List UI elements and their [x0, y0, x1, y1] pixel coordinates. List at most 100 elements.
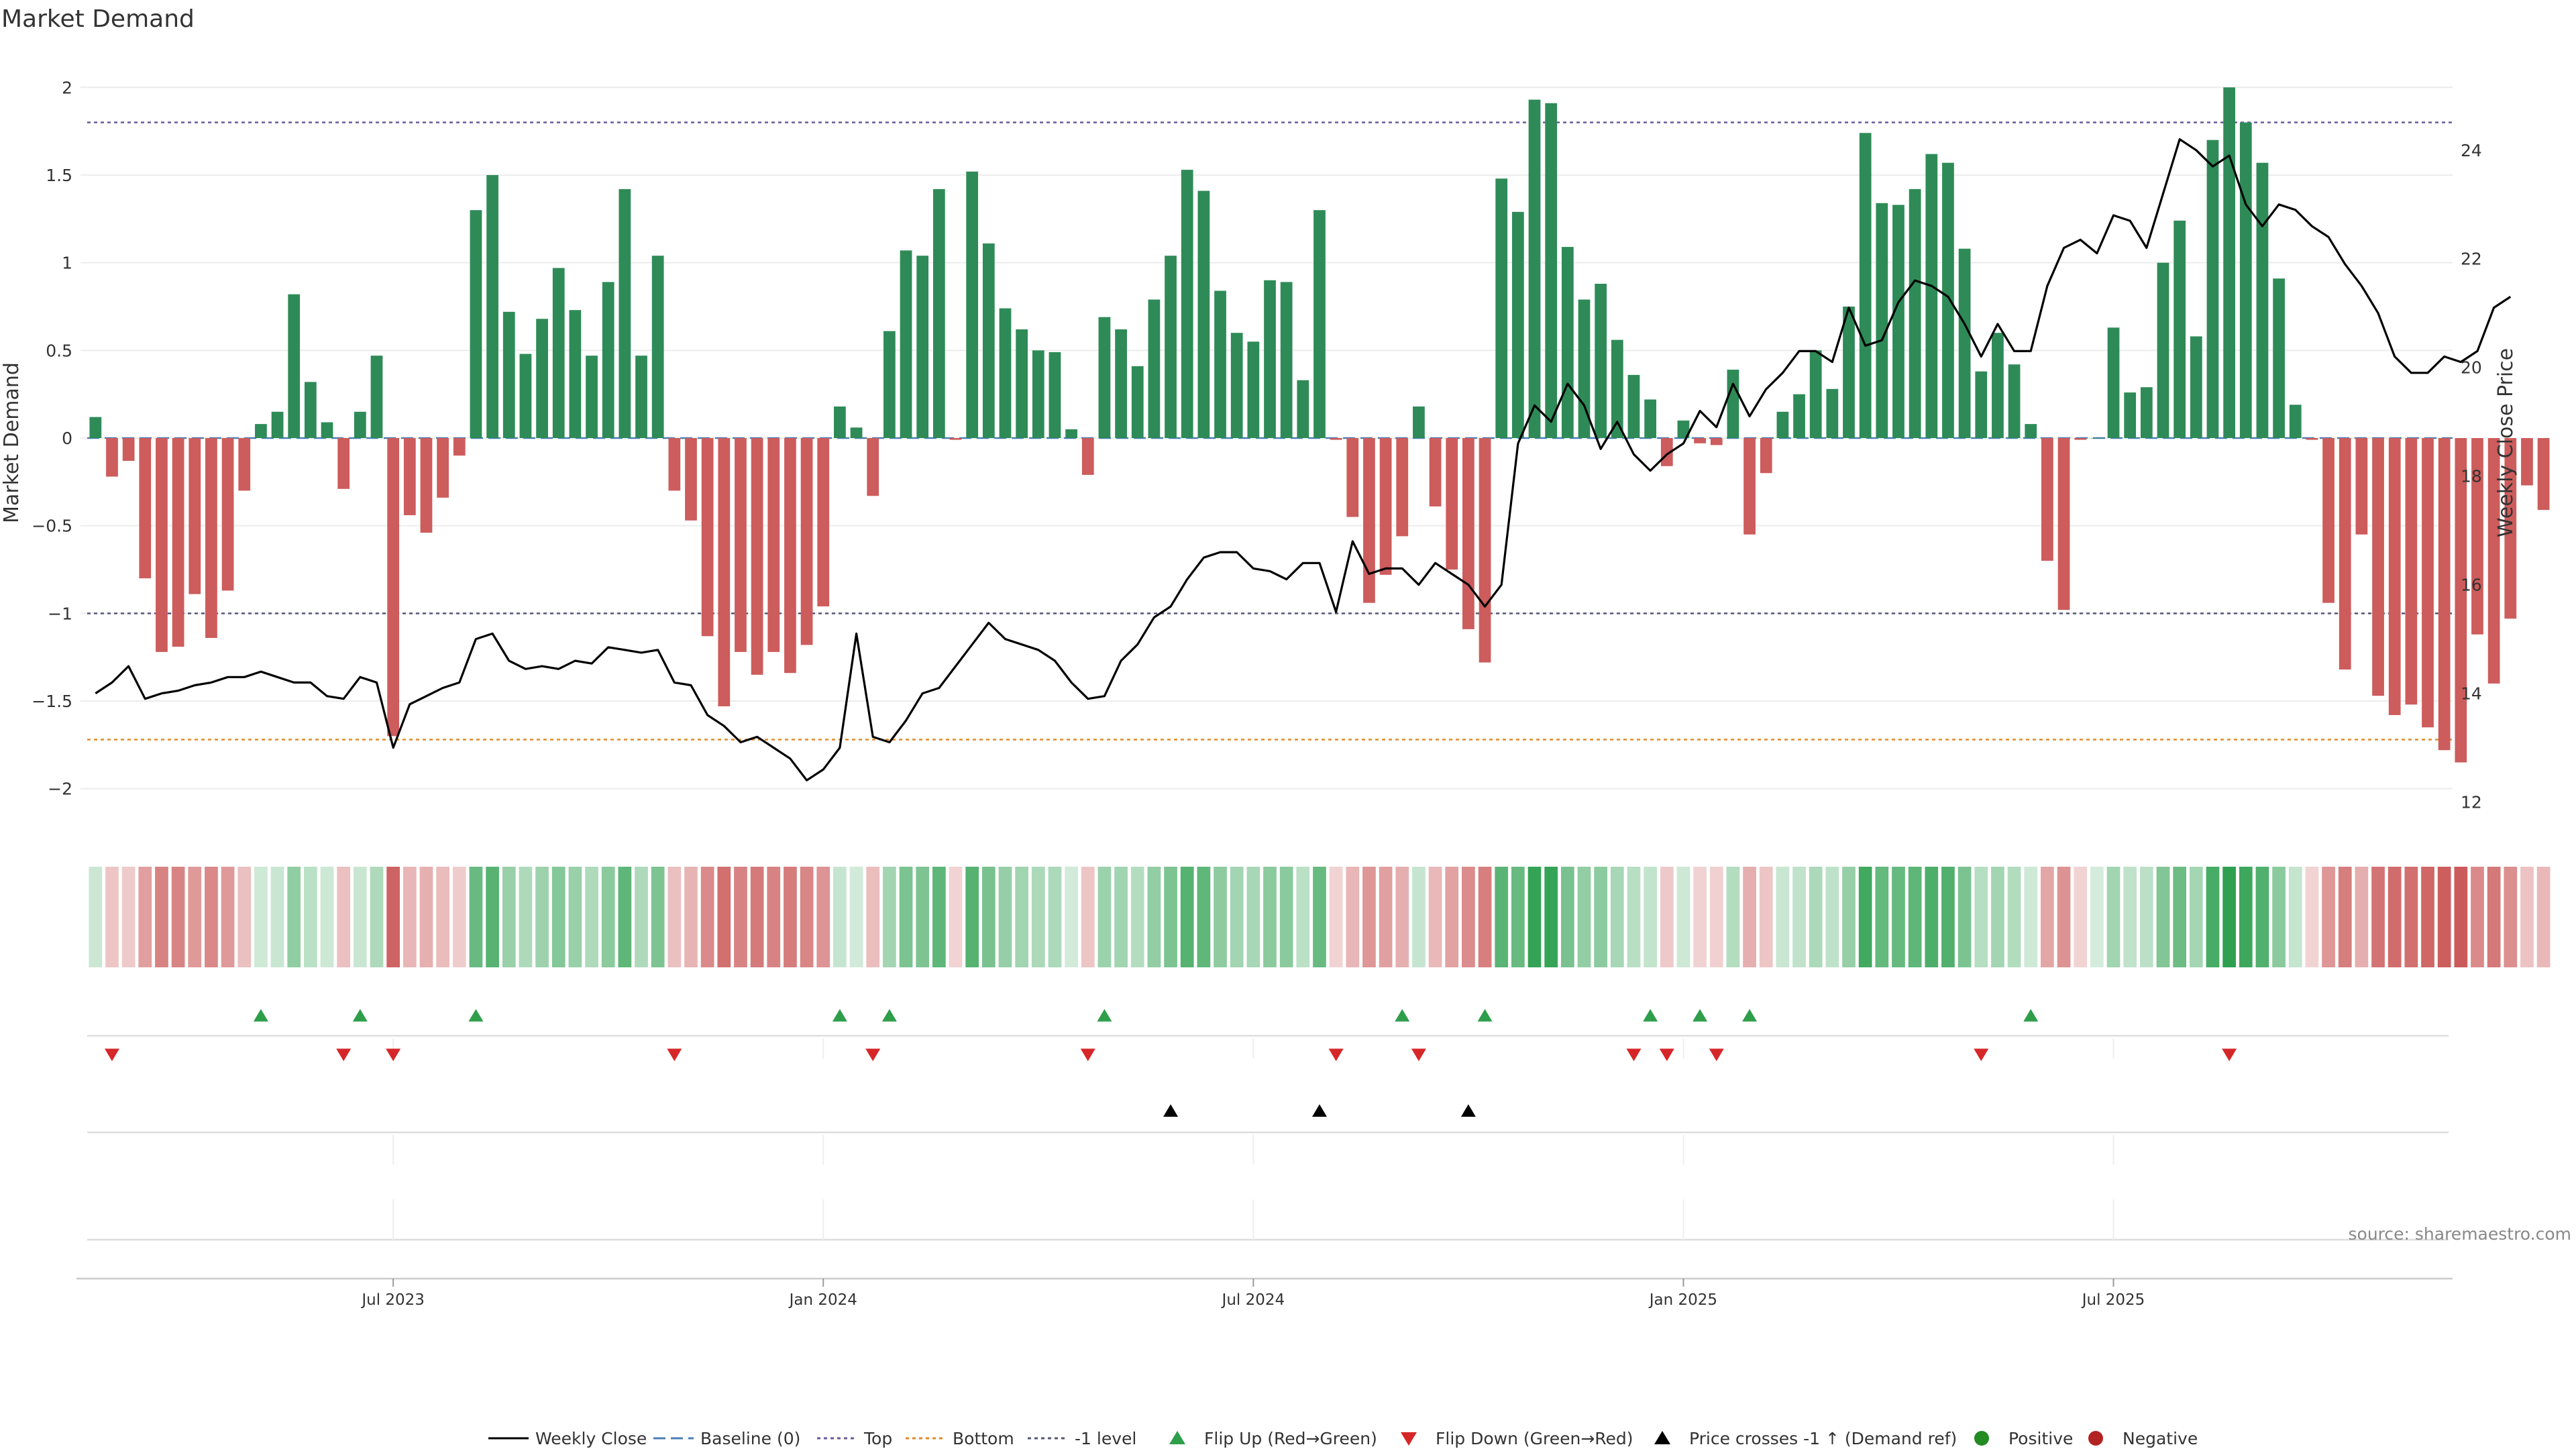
demand-bar: [867, 438, 879, 496]
demand-bar: [2074, 438, 2087, 440]
demand-bar: [2504, 438, 2517, 619]
demand-bar: [2124, 392, 2137, 438]
flip-up-marker: [1643, 1009, 1658, 1022]
heat-cell: [932, 867, 946, 967]
demand-bar: [437, 438, 449, 498]
heat-cell: [2139, 867, 2153, 967]
heat-cell: [1627, 867, 1641, 967]
demand-bar: [1826, 388, 1839, 438]
demand-bar: [1065, 429, 1077, 438]
demand-bar: [2355, 438, 2368, 535]
demand-bar: [1975, 371, 1988, 438]
demand-bar: [1032, 350, 1044, 438]
demand-bar: [172, 438, 184, 647]
demand-bar: [685, 438, 697, 521]
left-axis-label: Market Demand: [0, 362, 23, 523]
demand-bar: [1958, 248, 1971, 438]
demand-bar: [800, 438, 813, 645]
heat-cell: [981, 867, 996, 967]
heat-cell: [1776, 867, 1790, 967]
demand-bar: [619, 189, 631, 438]
demand-bar: [370, 356, 383, 438]
demand-bar: [982, 243, 995, 438]
demand-bar: [1760, 438, 1772, 474]
demand-bar: [1346, 438, 1359, 517]
heat-cell: [667, 867, 682, 967]
heat-cell: [1230, 867, 1244, 967]
y-tick-label: −0.5: [32, 517, 72, 536]
heat-cell: [370, 867, 384, 967]
heat-cell: [1081, 867, 1095, 967]
demand-bar: [1214, 290, 1226, 438]
heat-cell: [1031, 867, 1045, 967]
demand-bar: [1727, 370, 1739, 438]
heat-cell: [2487, 867, 2501, 967]
flip-down-marker: [1328, 1049, 1344, 1061]
flip-down-marker: [104, 1049, 119, 1061]
demand-bar: [1809, 350, 1822, 438]
demand-bar: [701, 438, 714, 637]
heat-cell: [2421, 867, 2434, 967]
heat-cell: [1825, 867, 1839, 967]
right-axis-ticks: 12 14 16 18 20 22 24: [2461, 141, 2482, 812]
heat-cell: [2106, 867, 2121, 967]
heat-cell: [734, 867, 747, 967]
demand-bar: [304, 382, 317, 438]
heat-cell: [1445, 867, 1459, 967]
heat-cell: [618, 867, 632, 967]
demand-bar: [2372, 438, 2384, 696]
heat-cell: [2024, 867, 2038, 967]
demand-bar: [1511, 211, 1524, 438]
heat-cell: [1809, 867, 1823, 967]
legend-label: Negative: [2123, 1429, 2198, 1448]
demand-bar: [2025, 424, 2037, 438]
heat-cell: [320, 867, 334, 967]
demand-bar: [1876, 203, 1888, 438]
demand-bar: [1165, 256, 1177, 438]
demand-bar: [635, 356, 647, 438]
demand-bar: [668, 438, 681, 491]
legend-item-top: Top: [817, 1429, 892, 1448]
legend-label: Bottom: [953, 1429, 1014, 1448]
heat-cell: [1329, 867, 1343, 967]
demand-bar: [2322, 438, 2334, 603]
heat-cell: [568, 867, 582, 967]
signal-panels: [76, 1034, 2453, 1280]
heat-cell: [171, 867, 185, 967]
y2-tick-label: 24: [2461, 141, 2482, 160]
legend-item-price_cross: Price crosses -1 ↑ (Demand ref): [1654, 1429, 1957, 1448]
heat-cell: [469, 867, 483, 967]
demand-bar: [1677, 420, 1690, 438]
heat-cell: [1544, 867, 1558, 967]
demand-bar: [751, 438, 763, 675]
heat-cell: [188, 867, 202, 967]
legend-label: Top: [863, 1429, 892, 1448]
demand-bar: [1545, 103, 1558, 438]
demand-bar: [767, 438, 780, 652]
demand-bar: [1793, 394, 1805, 438]
y-tick-label: 2: [62, 78, 72, 97]
heat-cell: [2437, 867, 2451, 967]
heat-cell: [2288, 867, 2302, 967]
demand-bar: [817, 438, 830, 606]
flip-down-marker: [1411, 1049, 1426, 1061]
demand-bar: [1148, 299, 1161, 438]
heat-cell: [1346, 867, 1360, 967]
demand-bar: [1098, 317, 1111, 438]
demand-bar: [420, 438, 433, 533]
demand-bar: [1330, 438, 1342, 440]
demand-bar: [2090, 438, 2103, 439]
demand-bar: [2008, 364, 2021, 438]
demand-bar: [1992, 333, 2004, 438]
flip-down-marker: [865, 1049, 881, 1061]
demand-bar: [1429, 438, 1442, 506]
demand-bar: [602, 282, 614, 438]
heat-cell: [1759, 867, 1773, 967]
demand-bar: [221, 438, 234, 591]
heat-cell: [1428, 867, 1442, 967]
demand-bar: [2388, 438, 2401, 715]
demand-bar: [1016, 329, 1028, 438]
demand-bar: [1578, 299, 1591, 438]
heat-cell: [155, 867, 168, 967]
demand-bar: [1181, 170, 1193, 438]
